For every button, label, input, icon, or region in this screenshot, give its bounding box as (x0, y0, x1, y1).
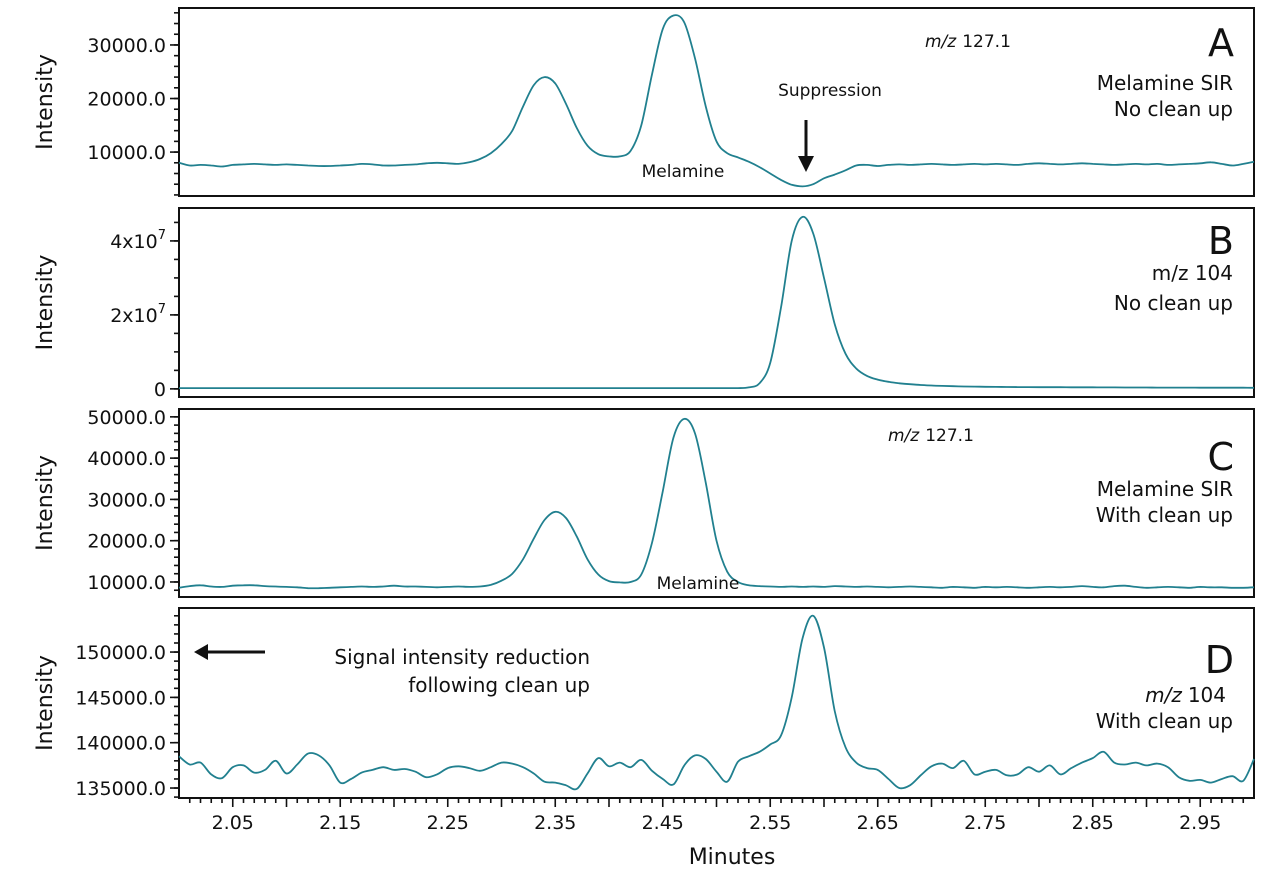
x-tick-label: 2.35 (534, 812, 576, 834)
series-line-b (179, 215, 1255, 390)
panel-a-letter: A (1208, 21, 1234, 65)
panel-a-mz-label: m/z 127.1 (925, 32, 1011, 52)
y-tick-label: 4x107 (110, 228, 166, 253)
panel-c-melamine-label: Melamine (657, 574, 740, 594)
y-tick-label: 140000.0 (75, 733, 166, 755)
chart-marks: 10000.0 20000.0 30000.0 Intensity 0 2x107 4x10… (33, 7, 1255, 834)
panel-d-letter: D (1205, 638, 1234, 682)
x-tick-label: 2.65 (857, 812, 899, 834)
y-tick-label: 30000.0 (87, 35, 166, 57)
plot-frame (178, 7, 1255, 197)
panel-c-letter: C (1207, 435, 1234, 479)
y-tick-label: 10000.0 (87, 142, 166, 164)
panel-c-line1: Melamine SIR (1097, 477, 1233, 501)
suppression-arrow-icon (798, 120, 814, 172)
x-tick-label: 2.55 (749, 812, 791, 834)
plot-frame (178, 607, 1255, 799)
panel-c: 10000.0 20000.0 30000.0 40000.0 50000.0 Inten… (33, 407, 1255, 598)
y-tick-label: 0 (154, 379, 166, 401)
y-tick-label: 135000.0 (75, 778, 166, 800)
panel-d-annotations: D m/z 104 With clean up Signal intensity … (194, 638, 1234, 733)
panel-d-mz-label: m/z 104 (1145, 683, 1226, 707)
y-tick-label: 145000.0 (75, 687, 166, 709)
panel-d: 135000.0 140000.0 145000.0 150000.0 Intensit… (33, 607, 1255, 800)
reduction-note-line1: Signal intensity reduction (334, 645, 590, 669)
panel-a-melamine-label: Melamine (642, 162, 725, 182)
reduction-note-line2: following clean up (408, 673, 590, 697)
panel-a: 10000.0 20000.0 30000.0 Intensity (33, 7, 1255, 197)
y-tick-label: 150000.0 (75, 642, 166, 664)
panel-b-annotations: B m/z 104 No clean up (1114, 219, 1234, 315)
reduction-arrow-icon (194, 644, 265, 660)
x-axis-label: Minutes (689, 845, 776, 870)
panel-c-annotations: m/z 127.1 C Melamine SIR With clean up Me… (657, 426, 1234, 594)
plot-frame (178, 408, 1255, 598)
x-tick-label: 2.45 (642, 812, 684, 834)
y-tick-label: 50000.0 (87, 407, 166, 429)
y-tick-label: 20000.0 (87, 531, 166, 553)
plot-frame (178, 207, 1255, 398)
panel-a-annotations: m/z 127.1 A Melamine SIR No clean up Supp… (642, 21, 1234, 182)
x-tick-label: 2.75 (964, 812, 1006, 834)
x-tick-label: 2.95 (1179, 812, 1221, 834)
series-line-a (178, 14, 1255, 188)
y-tick-label: 30000.0 (87, 489, 166, 511)
panel-b-line0: m/z 104 (1152, 261, 1233, 285)
panel-b-letter: B (1208, 219, 1234, 263)
y-tick-label: 10000.0 (87, 572, 166, 594)
y-tick-label: 20000.0 (87, 89, 166, 111)
y-axis-label: Intensity (33, 655, 58, 751)
y-tick-label: 40000.0 (87, 448, 166, 470)
panel-b-line2: No clean up (1114, 291, 1233, 315)
y-axis-label: Intensity (33, 455, 58, 551)
panel-c-mz-label: m/z 127.1 (888, 426, 974, 446)
series-line-d (178, 614, 1255, 791)
panel-b: 0 2x107 4x107 Intensity (33, 207, 1255, 401)
y-axis-label: Intensity (33, 54, 58, 150)
y-axis-label: Intensity (33, 255, 58, 351)
x-tick-label: 2.85 (1072, 812, 1114, 834)
panel-d-line2: With clean up (1096, 709, 1233, 733)
suppression-label: Suppression (778, 81, 882, 101)
y-tick-label: 2x107 (110, 302, 166, 327)
x-tick-label: 2.05 (212, 812, 254, 834)
x-tick-label: 2.15 (319, 812, 361, 834)
series-line-c (178, 417, 1255, 590)
panel-c-line2: With clean up (1096, 503, 1233, 527)
x-tick-label: 2.25 (427, 812, 469, 834)
panel-a-line1: Melamine SIR (1097, 71, 1233, 95)
panel-a-line2: No clean up (1114, 97, 1233, 121)
